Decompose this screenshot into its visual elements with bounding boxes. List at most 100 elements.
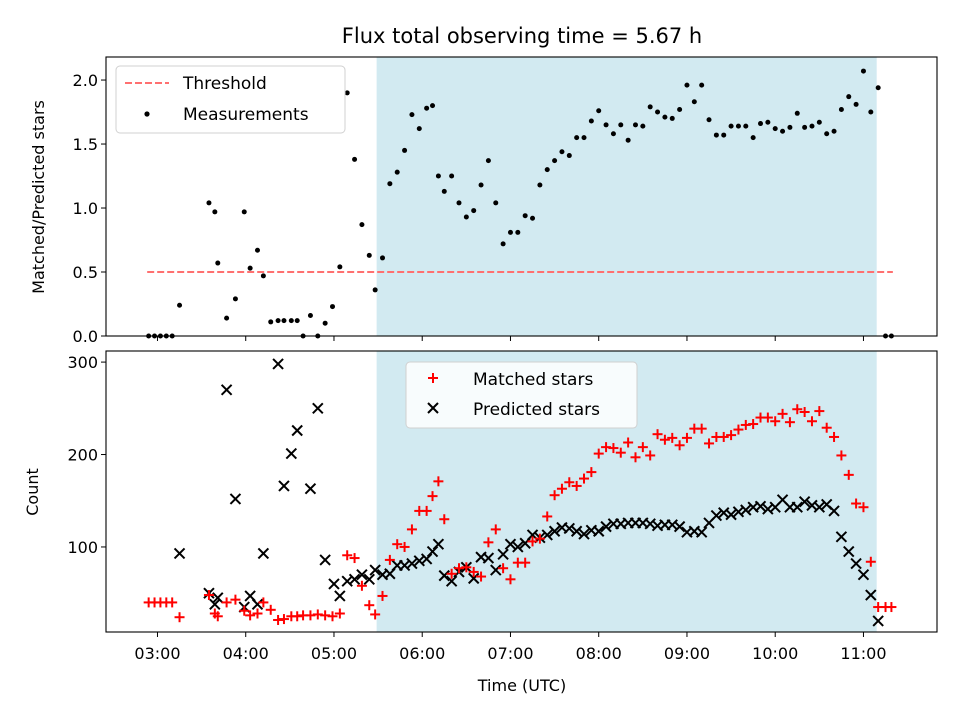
matched-point-9 (221, 597, 232, 608)
predicted-point-89 (850, 557, 862, 570)
matched-point-57 (564, 477, 575, 488)
predicted-point-8 (251, 598, 264, 610)
matched-legend-label: Matched stars (473, 370, 593, 390)
top-y-tick-label-4: 2.0 (73, 71, 98, 90)
predicted-point-20 (348, 573, 361, 586)
matched-point-85 (770, 416, 781, 427)
matched-point-10 (230, 594, 241, 605)
matched-point-52 (527, 536, 538, 547)
chart-title: Flux total observing time = 5.67 h (342, 24, 702, 48)
measurement-point-69 (655, 109, 661, 115)
bottom-y-axis: 100 200 300 (67, 353, 106, 557)
measurement-point-90 (809, 123, 815, 129)
predicted-point-18 (334, 590, 346, 602)
matched-point-78 (718, 431, 729, 442)
predicted-point-65 (673, 520, 686, 533)
matched-point-61 (593, 448, 604, 459)
measurement-point-87 (787, 124, 793, 130)
matched-point-66 (630, 452, 641, 463)
top-y-tick-label-1: 0.5 (73, 263, 98, 282)
x-axis-label: Time (UTC) (477, 676, 566, 695)
predicted-point-12 (285, 447, 298, 460)
bottom-y-tick-label-1: 200 (67, 446, 98, 465)
x-tick-label-6: 09:00 (664, 644, 710, 663)
predicted-point-76 (754, 500, 767, 512)
measurement-point-94 (838, 106, 844, 112)
matched-point-38 (427, 491, 438, 502)
matched-point-59 (579, 473, 590, 484)
measurement-point-51 (522, 213, 528, 219)
matched-point-94 (836, 450, 847, 461)
measurement-point-59 (581, 135, 587, 141)
predicted-point-84 (813, 501, 826, 513)
matched-point-41 (446, 568, 457, 579)
measurement-point-44 (471, 208, 477, 214)
measurement-point-48 (500, 241, 506, 247)
matched-point-44 (468, 566, 479, 577)
measurement-point-76 (706, 117, 712, 123)
matched-point-90 (806, 416, 817, 427)
matched-point-71 (667, 432, 678, 443)
predicted-point-16 (319, 554, 331, 566)
measurement-point-31 (380, 255, 386, 261)
top-y-axis-label: Matched/Predicted stars (29, 100, 48, 294)
measurement-point-56 (559, 149, 565, 155)
matched-point-12 (245, 610, 256, 621)
matched-point-24 (327, 611, 338, 622)
measurement-point-6 (206, 200, 212, 206)
x-tick-label-0: 03:00 (134, 644, 180, 663)
measurement-point-21 (307, 313, 313, 319)
x-tick-label-4: 07:00 (487, 644, 533, 663)
matched-point-75 (696, 423, 707, 434)
measurement-point-61 (596, 108, 602, 114)
measurement-point-26 (344, 90, 350, 96)
matched-point-96 (851, 498, 862, 509)
matched-point-11 (239, 605, 250, 616)
measurement-point-88 (794, 110, 800, 116)
measurement-point-23 (322, 320, 328, 326)
matched-point-69 (652, 429, 663, 440)
matched-point-6 (203, 590, 214, 601)
x-tick-label-2: 05:00 (311, 644, 357, 663)
predicted-point-33 (438, 569, 450, 582)
predicted-legend-label: Predicted stars (473, 400, 600, 420)
measurement-point-28 (359, 222, 365, 228)
matched-point-8 (212, 611, 223, 622)
matched-point-91 (814, 406, 825, 417)
predicted-point-21 (356, 568, 368, 581)
predicted-point-54 (593, 525, 605, 537)
matched-point-47 (490, 524, 501, 535)
measurement-point-64 (618, 122, 624, 128)
measurement-point-19 (294, 318, 300, 324)
predicted-point-28 (406, 557, 418, 570)
measurement-point-63 (610, 131, 616, 137)
measurement-point-67 (640, 123, 646, 129)
measurement-point-98 (868, 109, 874, 115)
predicted-point-10 (272, 358, 284, 370)
bottom-x-axis: 03:00 04:00 05:00 06:00 07:00 08:00 09:00 10:00… (134, 632, 887, 663)
predicted-point-91 (865, 589, 877, 601)
top-panel: 0.00.51.01.52.0 Matched/Predicted stars … (29, 56, 938, 346)
measurement-point-52 (530, 215, 536, 221)
predicted-point-74 (740, 504, 752, 516)
predicted-point-55 (600, 520, 612, 533)
predicted-point-50 (563, 522, 576, 535)
predicted-point-52 (578, 528, 590, 540)
matched-point-32 (384, 554, 395, 565)
matched-point-54 (542, 511, 553, 522)
measurement-point-9 (224, 315, 230, 321)
predicted-point-39 (482, 552, 495, 564)
predicted-point-90 (857, 568, 870, 581)
predicted-point-31 (426, 545, 439, 558)
measurement-point-16 (275, 318, 281, 324)
measurement-point-75 (699, 82, 705, 88)
measurement-point-77 (713, 132, 719, 138)
predicted-legend-swatch (427, 402, 439, 414)
matched-star-markers (143, 404, 897, 625)
predicted-point-13 (291, 424, 303, 437)
predicted-point-4 (220, 384, 233, 396)
matched-point-34 (399, 541, 410, 552)
measurement-point-14 (260, 273, 266, 279)
predicted-point-9 (257, 547, 270, 560)
predicted-point-51 (570, 525, 583, 537)
